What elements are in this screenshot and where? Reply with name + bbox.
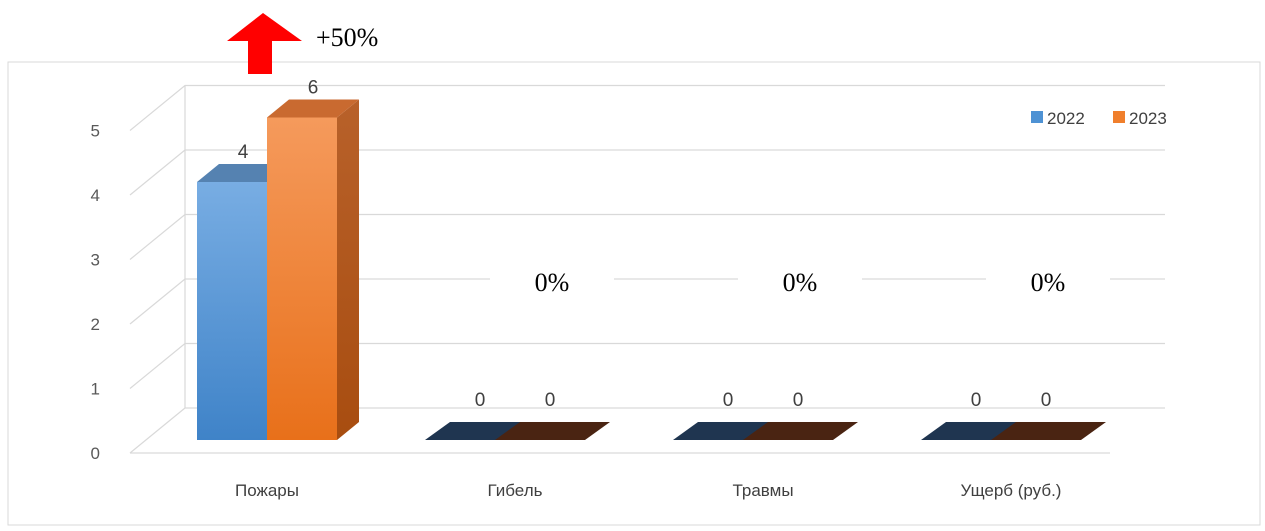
y-tick-label: 2 (91, 315, 100, 334)
data-label: 0 (545, 390, 556, 411)
annotation-background (986, 262, 1110, 298)
data-label: 0 (475, 390, 486, 411)
axis: 0 1 2 3 4 5 (91, 122, 100, 464)
arrow-up-icon (227, 13, 302, 74)
bar-zero (991, 422, 1106, 440)
annotation-background (738, 262, 862, 298)
legend-label-2023: 2023 (1129, 109, 1167, 128)
labels: 4 6 Пожары 0 0 Гибель 0% 0 0 Травмы 0% 0 0 Ущерб (руб… (235, 78, 1065, 501)
data-label: 0 (793, 390, 804, 411)
data-label: 0 (1041, 390, 1052, 411)
bar-side (337, 99, 359, 440)
y-tick-label: 0 (91, 444, 100, 463)
category-label: Травмы (732, 481, 793, 500)
bar-zero (743, 422, 858, 440)
y-tick-label: 3 (91, 251, 100, 270)
change-annotation: 0% (783, 268, 818, 297)
data-label: 0 (723, 390, 734, 411)
legend-swatch-2022 (1031, 111, 1043, 123)
bar-front (267, 117, 337, 440)
chart-frame (7, 61, 1261, 526)
annotation-background (490, 262, 614, 298)
change-annotation-main: +50% (316, 23, 378, 52)
gridlines (129, 84, 1165, 454)
category-label: Ущерб (руб.) (961, 481, 1062, 500)
legend-swatch-2023 (1113, 111, 1125, 123)
change-annotation: 0% (1031, 268, 1066, 297)
data-label: 0 (971, 390, 982, 411)
bar-top (197, 164, 289, 182)
y-tick-label: 1 (91, 380, 100, 399)
change-annotation: 0% (535, 268, 570, 297)
bars (197, 99, 1106, 440)
category-label: Пожары (235, 481, 299, 500)
data-label: 4 (238, 142, 249, 163)
y-tick-label: 4 (91, 186, 100, 205)
bar-front (197, 182, 267, 440)
legend: 2022 2023 (1031, 109, 1167, 128)
legend-label-2022: 2022 (1047, 109, 1085, 128)
bar-top (267, 99, 359, 118)
y-tick-label: 5 (91, 122, 100, 141)
bar-zero (495, 422, 610, 440)
data-label: 6 (308, 78, 319, 99)
category-label: Гибель (488, 481, 543, 500)
